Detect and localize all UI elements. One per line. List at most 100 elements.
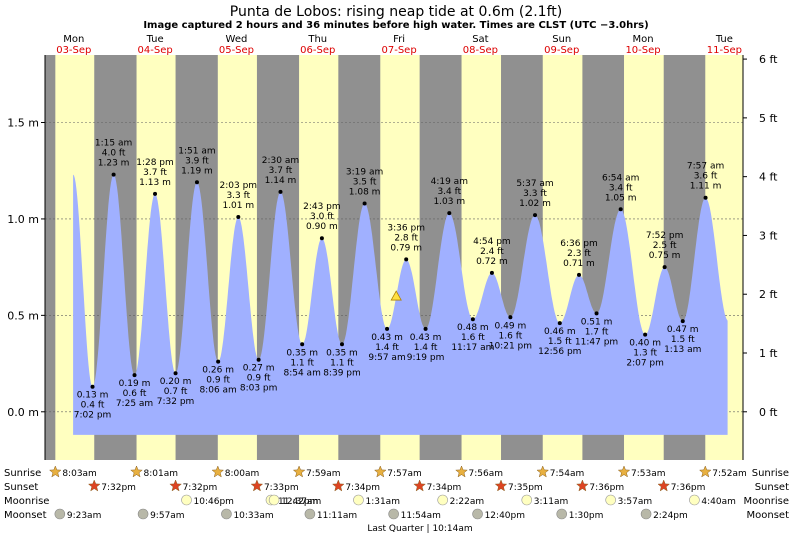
tide-label: 0.19 m <box>119 379 151 389</box>
tide-label: 2:03 pm <box>220 181 258 191</box>
tide-point <box>173 371 178 376</box>
moonrise-icon <box>605 494 616 506</box>
moon-phase-label: Last Quarter | 10:14am <box>367 524 472 534</box>
tide-point <box>577 272 582 277</box>
tide-label: 11:17 am <box>451 343 494 353</box>
tide-label: 0.72 m <box>476 257 508 267</box>
tide-label: 1.5 ft <box>671 335 695 345</box>
tide-point <box>236 215 241 219</box>
right-tick-label: 5 ft <box>759 112 778 125</box>
sun-star-icon <box>576 479 589 492</box>
moonset-icon <box>304 508 316 520</box>
tide-label: 0.13 m <box>77 391 109 401</box>
tide-label: 3.4 ft <box>437 187 461 197</box>
tide-point <box>618 207 623 212</box>
tide-label: 0.79 m <box>390 243 422 253</box>
tide-label: 0.51 m <box>581 317 613 327</box>
day-name: Mon <box>63 34 84 45</box>
day-name: Tue <box>715 34 733 45</box>
sun-star-icon <box>87 479 101 492</box>
tide-label: 0.26 m <box>202 366 234 376</box>
tide-label: 6:36 pm <box>560 239 598 249</box>
tide-label: 0.40 m <box>629 339 661 349</box>
sunset-time: 7:33pm <box>264 483 299 493</box>
tide-label: 0.90 m <box>306 222 338 232</box>
day-date: 08-Sep <box>463 45 498 56</box>
moonrise-icon <box>353 494 364 506</box>
tide-label: 0.47 m <box>667 325 699 335</box>
tide-point <box>423 326 428 331</box>
tide-point <box>339 342 344 347</box>
sun-star-icon <box>130 465 143 478</box>
tide-label: 0.71 m <box>563 259 595 269</box>
tide-point <box>470 317 475 322</box>
right-tick-label: 3 ft <box>759 229 778 242</box>
tide-label: 9:19 pm <box>407 353 445 363</box>
tide-label: 0.6 ft <box>123 389 147 399</box>
sunrise-time: 7:56am <box>469 469 504 479</box>
tide-point <box>508 315 513 320</box>
day-date: 05-Sep <box>219 45 254 56</box>
tide-label: 3.5 ft <box>353 178 377 188</box>
row-label-right: Moonset <box>747 510 790 521</box>
moonrise-time: 4:40am <box>701 497 736 507</box>
moonrise-time: 12:37am <box>281 497 321 507</box>
sunrise-time: 8:00am <box>225 469 260 479</box>
tide-label: 4:54 pm <box>473 237 511 247</box>
moonrise-icon <box>268 494 280 506</box>
row-label-right: Sunset <box>755 482 789 493</box>
moonset-time: 2:24pm <box>653 511 688 521</box>
right-tick-label: 1 ft <box>759 347 778 360</box>
moonrise-time: 11:42pm <box>278 497 318 507</box>
day-name: Fri <box>393 34 405 45</box>
left-tick-label: 1.5 m <box>7 117 39 130</box>
tide-label: 0.75 m <box>649 251 681 261</box>
tide-label: 1.03 m <box>433 197 465 207</box>
tide-label: 2.3 ft <box>567 249 591 259</box>
tide-label: 0.4 ft <box>81 401 105 411</box>
moonrise-time: 3:11am <box>534 497 569 507</box>
day-date: 07-Sep <box>381 45 416 56</box>
sun-star-icon <box>48 465 62 478</box>
day-date: 10-Sep <box>625 45 660 56</box>
tide-label: 1.4 ft <box>375 343 399 353</box>
sun-star-icon <box>698 465 712 478</box>
day-header: Mon03-SepTue04-SepWed05-SepThu06-SepFri0… <box>56 34 742 56</box>
day-name: Tue <box>146 34 164 45</box>
sunset-time: 7:32pm <box>183 483 218 493</box>
row-label-right: Sunrise <box>752 468 789 479</box>
sunset-time: 7:34pm <box>345 483 380 493</box>
tide-point <box>90 384 95 389</box>
tide-point <box>319 236 324 241</box>
moonrise-icon <box>521 494 533 506</box>
tide-label: 11:47 pm <box>575 337 618 347</box>
tide-label: 1:15 am <box>95 139 132 149</box>
tide-point <box>594 311 599 316</box>
tide-label: 3.0 ft <box>310 212 334 222</box>
row-label-left: Moonset <box>4 510 47 521</box>
tide-label: 8:54 am <box>283 368 320 378</box>
day-date: 04-Sep <box>138 45 173 56</box>
day-date: 09-Sep <box>544 45 579 56</box>
day-date: 03-Sep <box>56 45 91 56</box>
day-name: Thu <box>307 34 327 45</box>
tide-label: 1:51 am <box>178 146 215 156</box>
moonset-icon <box>640 508 652 520</box>
tide-water-area <box>73 174 728 435</box>
right-tick-label: 6 ft <box>759 53 778 66</box>
sunrise-time: 7:52am <box>712 469 747 479</box>
moonset-icon <box>54 508 66 520</box>
moonset-time: 1:30pm <box>569 511 604 521</box>
moonrise-time: 2:22am <box>450 497 485 507</box>
tide-point <box>300 342 305 347</box>
tide-label: 3.9 ft <box>185 156 209 166</box>
sun-star-icon <box>211 465 225 478</box>
tide-label: 0.49 m <box>495 321 527 331</box>
right-tick-label: 0 ft <box>759 406 778 419</box>
tide-label: 3.4 ft <box>609 183 633 193</box>
tide-label: 1.01 m <box>222 201 254 211</box>
sunset-time: 7:35pm <box>508 483 543 493</box>
tide-point <box>194 180 199 185</box>
moonset-time: 9:23am <box>67 511 102 521</box>
